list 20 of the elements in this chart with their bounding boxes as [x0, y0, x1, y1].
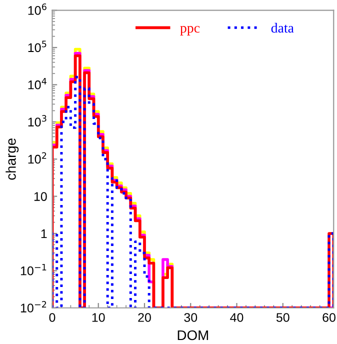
y-tick-label: 10$^{3}$	[28, 115, 46, 126]
y-tick-label: 1	[41, 229, 47, 238]
y-tick-label: 10$^{4}$	[28, 78, 46, 90]
legend-label: data	[271, 22, 294, 33]
y-tick-label: 10	[34, 192, 47, 201]
y-tick-label: 10$^{−2}$	[20, 301, 46, 312]
y-tick-label: 10$^{5}$	[28, 40, 46, 52]
y-tick-label: 10$^{2}$	[28, 152, 46, 164]
x-tick-label: 30	[184, 313, 198, 322]
legend-label: ppc	[180, 26, 200, 36]
x-tick-label: 40	[230, 313, 244, 322]
y-tick-label: 10$^{6}$	[28, 3, 46, 15]
x-tick-label: 60	[322, 313, 336, 322]
x-axis-title: DOM	[178, 330, 208, 340]
x-tick-label: 10	[92, 313, 105, 322]
y-axis-title: charge	[6, 138, 19, 180]
x-tick-label: 50	[276, 313, 290, 322]
y-tick-label: 10$^{−1}$	[20, 264, 46, 276]
x-tick-label: 20	[138, 313, 151, 322]
x-tick-label: 0	[49, 313, 56, 322]
